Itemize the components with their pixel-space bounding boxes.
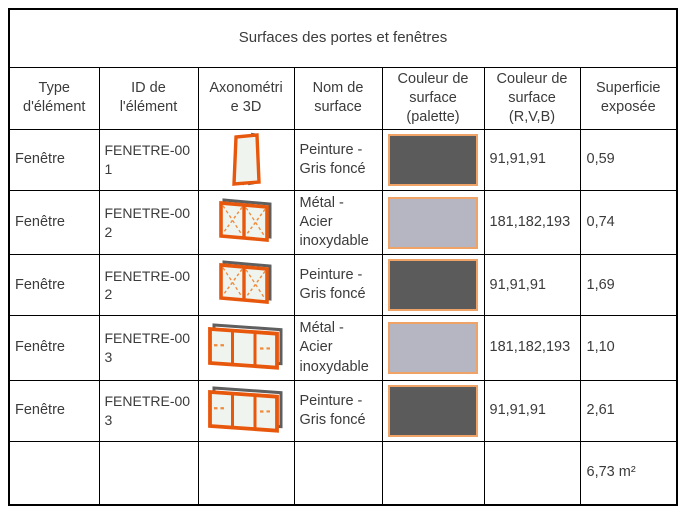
element-id-cell: FENETRE-001: [98, 128, 199, 191]
area-cell: 0,74: [579, 189, 678, 256]
empty-cell: [8, 440, 100, 506]
window-three-pane-sliding-axon-icon: [205, 323, 287, 370]
element-id-cell: FENETRE-002: [98, 254, 199, 317]
surface-color-swatch: [388, 321, 478, 374]
table-title: Surfaces des portes et fenêtres: [8, 8, 678, 68]
palette-cell: [381, 379, 485, 442]
header-element-type: Type d'élément: [8, 66, 100, 130]
rvb-cell: 181,182,193: [483, 315, 581, 381]
surface-name-cell: Peinture - Gris foncé: [293, 254, 383, 317]
window-three-pane-sliding-axon-icon: [205, 386, 287, 433]
surface-color-swatch: [388, 384, 478, 437]
surface-color-swatch: [388, 196, 478, 249]
header-exposed-area: Superficie exposée: [579, 66, 678, 130]
surface-color-swatch: [388, 259, 478, 312]
header-axonometry-3d: Axonométri e 3D: [197, 66, 295, 130]
surface-color-swatch: [388, 133, 478, 186]
element-id-cell: FENETRE-002: [98, 189, 199, 256]
palette-cell: [381, 254, 485, 317]
rvb-cell: 181,182,193: [483, 189, 581, 256]
surface-name-cell: Métal - Acier inoxydable: [293, 315, 383, 381]
area-cell: 1,69: [579, 254, 678, 317]
header-surface-color-palette: Couleur de surface (palette): [381, 66, 485, 130]
surface-name-cell: Peinture - Gris foncé: [293, 128, 383, 191]
area-cell: 2,61: [579, 379, 678, 442]
element-type-cell: Fenêtre: [8, 254, 100, 317]
empty-cell: [197, 440, 295, 506]
table-header-row: Type d'élément ID de l'élément Axonométr…: [8, 66, 678, 130]
empty-cell: [483, 440, 581, 506]
axonometry-cell: [197, 379, 295, 442]
element-type-cell: Fenêtre: [8, 315, 100, 381]
axonometry-cell: [197, 189, 295, 256]
element-type-cell: Fenêtre: [8, 379, 100, 442]
area-cell: 1,10: [579, 315, 678, 381]
surface-name-cell: Métal - Acier inoxydable: [293, 189, 383, 256]
rvb-cell: 91,91,91: [483, 128, 581, 191]
header-element-id: ID de l'élément: [98, 66, 199, 130]
element-id-cell: FENETRE-003: [98, 379, 199, 442]
total-area-cell: 6,73 m²: [579, 440, 678, 506]
table-row: Fenêtre FENETRE-001 Peinture - Gris fonc…: [8, 128, 678, 191]
table-row: Fenêtre FENETRE-002: [8, 189, 678, 256]
header-surface-name: Nom de surface: [293, 66, 383, 130]
palette-cell: [381, 128, 485, 191]
palette-cell: [381, 189, 485, 256]
window-two-pane-casement-axon-icon: [216, 197, 276, 242]
axonometry-cell: [197, 254, 295, 317]
window-two-pane-casement-axon-icon: [216, 260, 276, 305]
rvb-cell: 91,91,91: [483, 254, 581, 317]
empty-cell: [381, 440, 485, 506]
axonometry-cell: [197, 315, 295, 381]
empty-cell: [293, 440, 383, 506]
rvb-cell: 91,91,91: [483, 379, 581, 442]
table-title-row: Surfaces des portes et fenêtres: [8, 8, 678, 68]
element-type-cell: Fenêtre: [8, 128, 100, 191]
window-single-pane-axon-icon: [228, 132, 264, 186]
element-id-cell: FENETRE-003: [98, 315, 199, 381]
header-surface-color-rvb: Couleur de surface (R,V,B): [483, 66, 581, 130]
element-type-cell: Fenêtre: [8, 189, 100, 256]
table-row: Fenêtre FENETRE-003: [8, 315, 678, 381]
table-row: Fenêtre FENETRE-002: [8, 254, 678, 317]
table-total-row: 6,73 m²: [8, 440, 678, 506]
surface-name-cell: Peinture - Gris foncé: [293, 379, 383, 442]
table-row: Fenêtre FENETRE-003: [8, 379, 678, 442]
axonometry-cell: [197, 128, 295, 191]
empty-cell: [98, 440, 199, 506]
surfaces-schedule-table: Surfaces des portes et fenêtres Type d'é…: [8, 8, 679, 507]
area-cell: 0,59: [579, 128, 678, 191]
palette-cell: [381, 315, 485, 381]
